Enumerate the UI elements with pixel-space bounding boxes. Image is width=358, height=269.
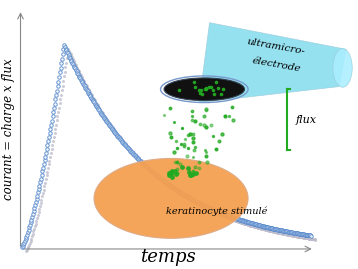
Point xyxy=(199,92,205,97)
Point xyxy=(202,123,207,128)
Point xyxy=(207,85,212,89)
Point xyxy=(203,86,208,90)
Point xyxy=(176,88,182,93)
Ellipse shape xyxy=(164,78,245,101)
Point xyxy=(167,106,173,111)
Point xyxy=(192,165,198,169)
Ellipse shape xyxy=(333,49,352,87)
Point xyxy=(218,92,224,96)
Point xyxy=(191,79,197,84)
Point xyxy=(168,135,174,139)
Point xyxy=(161,112,166,117)
Point xyxy=(203,125,209,129)
Point xyxy=(210,88,216,92)
Point xyxy=(219,131,224,136)
Point xyxy=(226,114,232,118)
Point xyxy=(208,84,214,89)
Point xyxy=(203,87,209,91)
Point xyxy=(190,136,196,140)
Point xyxy=(188,173,194,177)
Text: électrode: électrode xyxy=(251,56,301,74)
Point xyxy=(193,171,198,175)
Point xyxy=(204,160,209,164)
Point xyxy=(190,169,195,174)
Point xyxy=(168,172,174,176)
Point xyxy=(204,107,209,112)
Point xyxy=(181,142,187,147)
Point xyxy=(178,142,184,147)
Point xyxy=(179,125,185,130)
Point xyxy=(192,84,198,89)
Point xyxy=(196,160,202,164)
Point xyxy=(197,91,203,95)
Point xyxy=(197,88,202,92)
Text: courant = charge x flux: courant = charge x flux xyxy=(2,58,15,200)
Point xyxy=(189,114,195,118)
Point xyxy=(169,174,175,179)
Point xyxy=(190,172,196,176)
Point xyxy=(208,123,214,127)
Point xyxy=(179,165,185,169)
Point xyxy=(171,150,176,154)
Point xyxy=(185,166,190,170)
Point xyxy=(216,139,222,143)
Point xyxy=(173,169,178,174)
Point xyxy=(188,132,193,137)
Point xyxy=(177,162,183,167)
Point xyxy=(185,146,191,150)
Point xyxy=(191,148,197,153)
Text: flux: flux xyxy=(295,115,316,125)
Point xyxy=(183,137,188,141)
Point xyxy=(174,171,180,175)
Point xyxy=(189,118,195,122)
Point xyxy=(173,139,179,143)
Point xyxy=(214,80,219,84)
Point xyxy=(190,132,195,136)
Point xyxy=(166,173,171,177)
Point xyxy=(174,146,180,150)
Point xyxy=(203,154,209,158)
Point xyxy=(197,122,203,126)
Polygon shape xyxy=(199,23,346,102)
Point xyxy=(197,166,202,171)
Point xyxy=(166,171,172,175)
Point xyxy=(190,140,196,144)
Point xyxy=(192,144,198,149)
Text: temps: temps xyxy=(140,248,195,266)
Point xyxy=(198,88,204,92)
Text: keratinocyte stimulé: keratinocyte stimulé xyxy=(166,207,267,217)
Point xyxy=(202,87,208,91)
Point xyxy=(172,160,178,165)
Point xyxy=(182,144,187,148)
Ellipse shape xyxy=(94,158,248,238)
Point xyxy=(187,173,193,177)
Point xyxy=(222,114,228,118)
Point xyxy=(171,120,176,125)
Point xyxy=(213,146,219,151)
Point xyxy=(192,119,198,123)
Text: ultramicro-: ultramicro- xyxy=(246,37,306,56)
Point xyxy=(189,109,194,114)
Point xyxy=(203,150,209,154)
Point xyxy=(211,91,217,96)
Point xyxy=(174,160,180,164)
Point xyxy=(169,169,174,174)
Point xyxy=(229,104,234,109)
Point xyxy=(174,167,180,171)
Point xyxy=(186,170,192,174)
Point xyxy=(210,134,216,138)
Point xyxy=(190,155,195,160)
Point xyxy=(184,154,190,158)
Point xyxy=(220,86,226,91)
Point xyxy=(185,133,191,137)
Point xyxy=(215,86,221,90)
Point xyxy=(201,114,207,118)
Point xyxy=(173,172,179,176)
Point xyxy=(230,118,236,122)
Point xyxy=(203,108,209,112)
Point xyxy=(202,148,208,153)
Point xyxy=(167,130,173,135)
Point xyxy=(168,170,174,174)
